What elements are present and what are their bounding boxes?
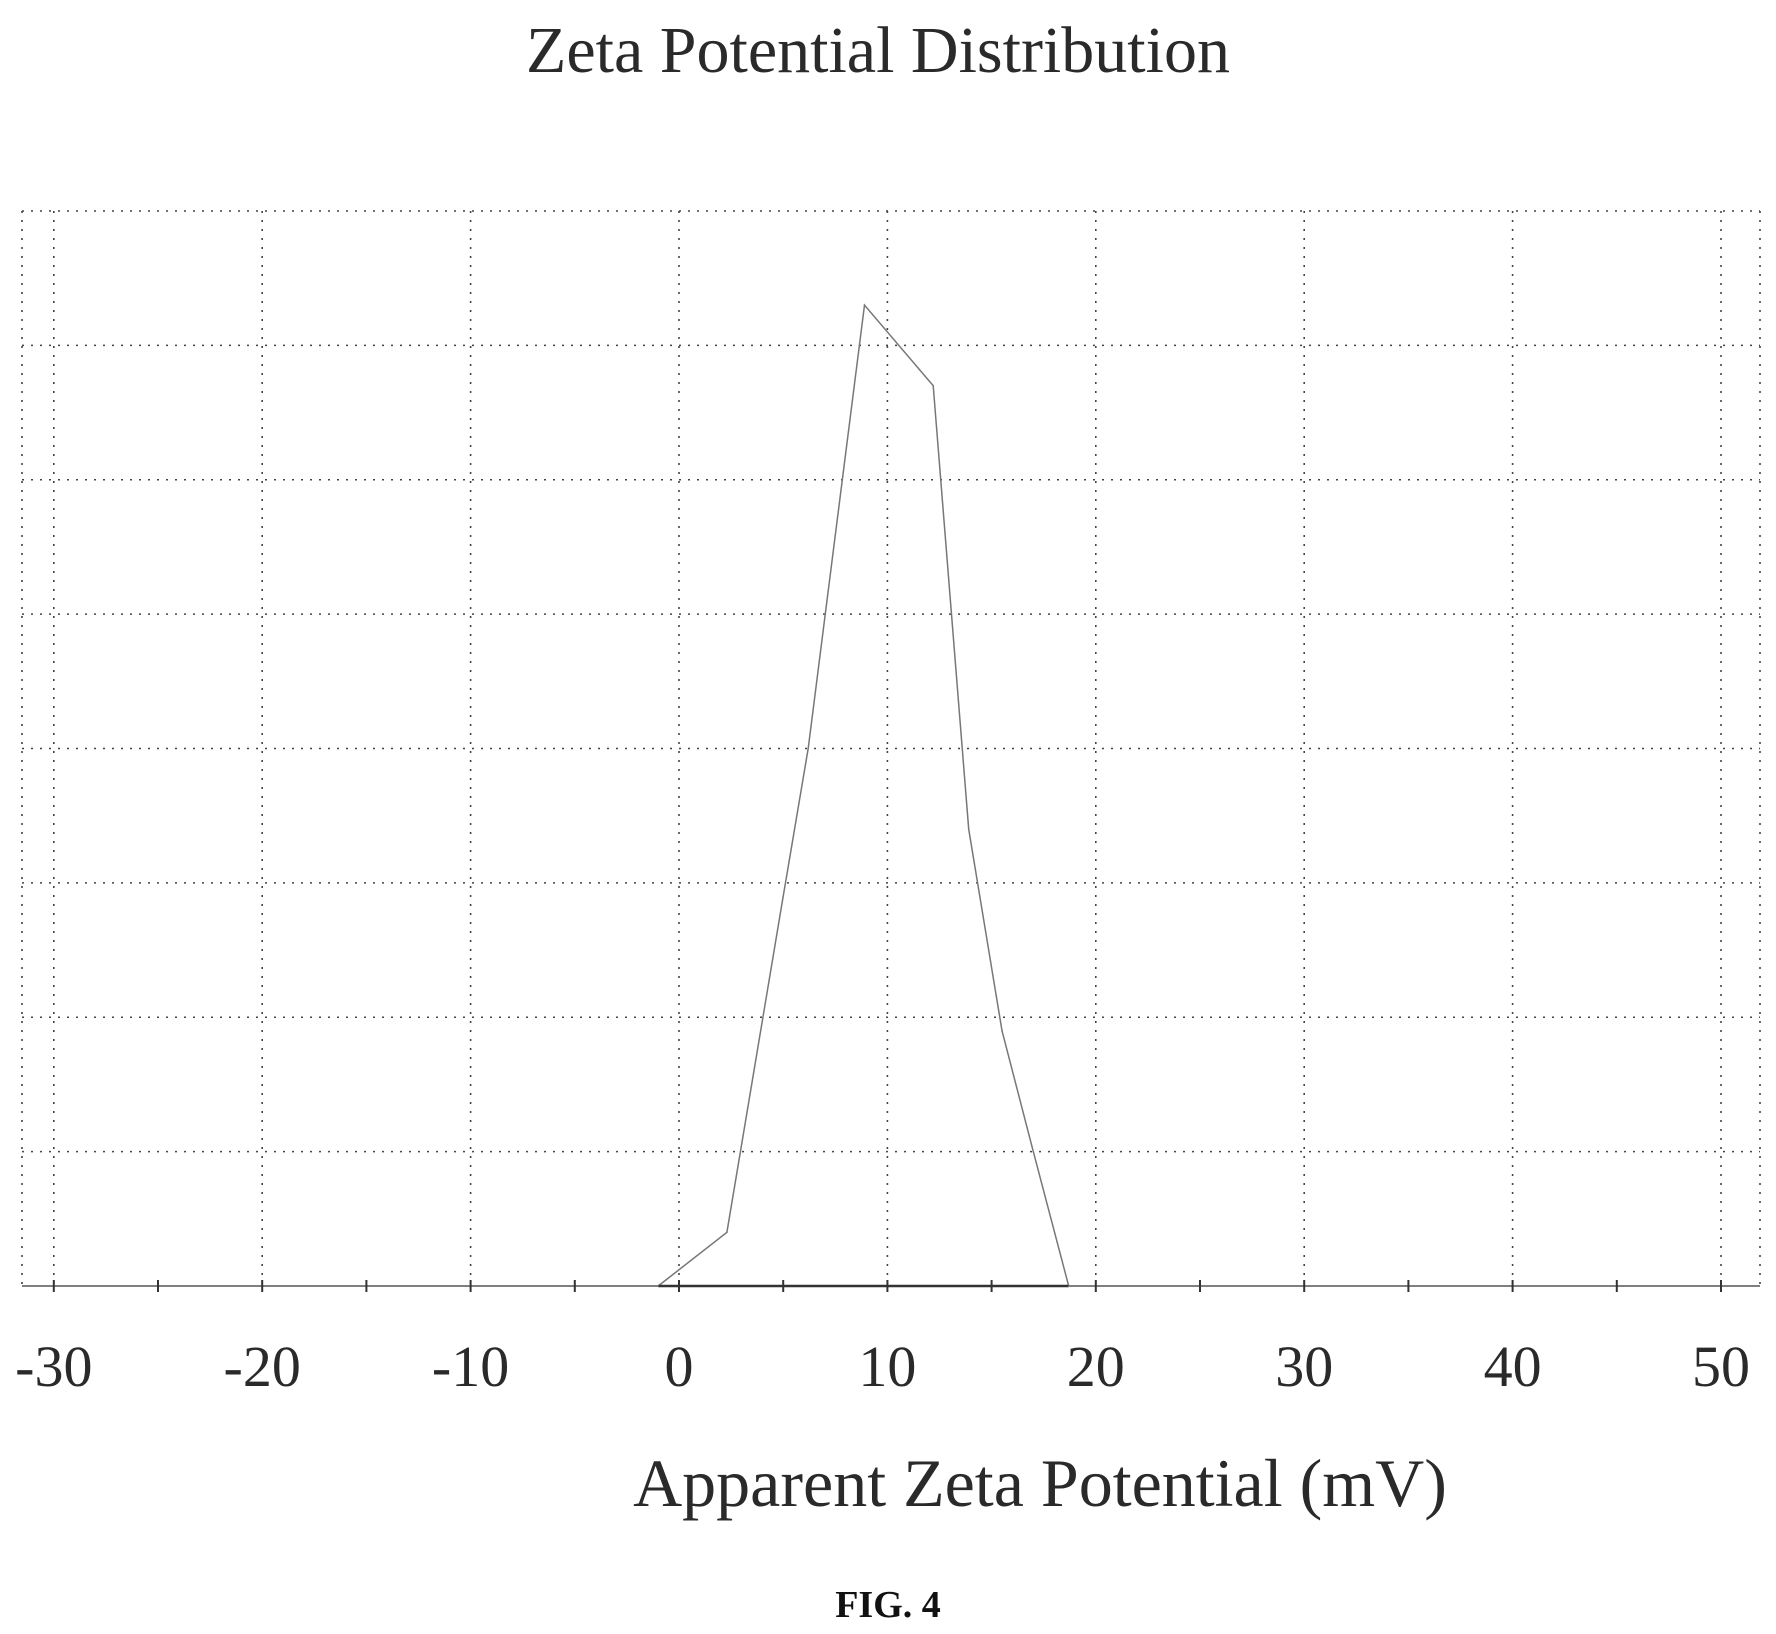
data-point	[932, 384, 935, 387]
x-tick-label: 40	[1484, 1334, 1542, 1399]
x-tick-label: -20	[224, 1334, 301, 1399]
x-tick-label: 50	[1692, 1334, 1750, 1399]
x-tick-label: 30	[1275, 1334, 1333, 1399]
x-tick-label: 0	[665, 1334, 694, 1399]
x-tick-labels: -30 -20 -10 0 10 20 30 40 50	[15, 1334, 1750, 1399]
distribution-curve	[657, 303, 1070, 1287]
x-tick-label: -10	[432, 1334, 509, 1399]
data-point	[1067, 1285, 1070, 1287]
data-point	[1001, 1029, 1003, 1032]
data-point	[807, 747, 810, 750]
data-point	[657, 1285, 659, 1287]
x-tick-label: -30	[15, 1334, 92, 1399]
series-layer	[657, 303, 1070, 1288]
data-point	[967, 828, 970, 830]
data-point	[1032, 1150, 1035, 1153]
data-point	[726, 1231, 728, 1234]
data-point	[782, 895, 784, 898]
data-point	[863, 304, 866, 306]
grid	[21, 210, 1761, 1286]
x-axis-label: Apparent Zeta Potential (mV)	[633, 1445, 1447, 1521]
figure-caption: FIG. 4	[835, 1584, 941, 1626]
x-tick-label: 10	[858, 1334, 916, 1399]
chart-title: Zeta Potential Distribution	[526, 14, 1230, 87]
x-tick-label: 20	[1067, 1334, 1125, 1399]
